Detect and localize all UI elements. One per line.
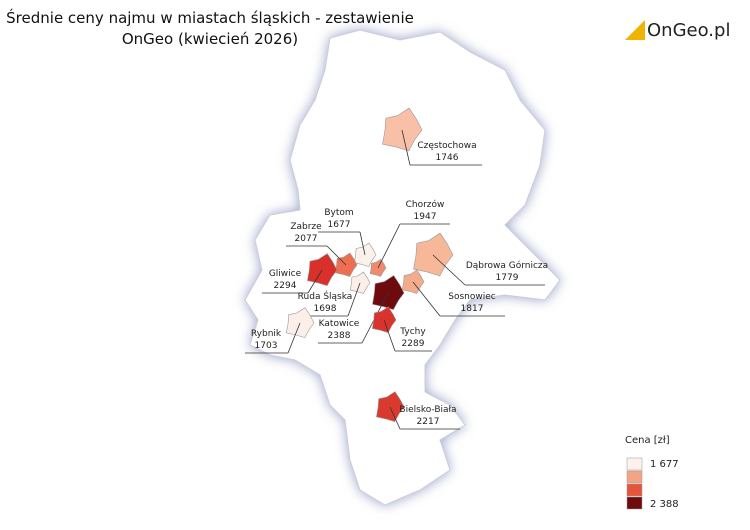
leader-line <box>359 231 366 256</box>
subtitle: OnGeo (kwiecień 2026) <box>122 30 298 48</box>
region-outline <box>244 29 561 506</box>
leader-line <box>432 254 466 286</box>
legend-min: 1 677 <box>650 459 679 470</box>
city-value: 1677 <box>328 220 351 230</box>
city-value: 2294 <box>274 281 297 291</box>
city-name: Bielsko-Biała <box>399 405 456 415</box>
leader-line <box>287 322 301 354</box>
leader-line <box>389 406 401 430</box>
legend-swatch <box>626 470 643 484</box>
leader-line <box>347 282 361 317</box>
city-name: Dąbrowa Górnicza <box>466 260 548 271</box>
city-area <box>382 107 423 152</box>
leader-line <box>377 223 401 269</box>
city-value: 1817 <box>461 304 484 314</box>
city-value: 2388 <box>328 331 351 341</box>
city-area <box>401 269 425 294</box>
city-area <box>376 391 405 422</box>
city-name: Sosnowiec <box>448 292 496 302</box>
legend-swatch <box>626 496 643 510</box>
title: Średnie ceny najmu w miastach śląskich -… <box>6 8 414 27</box>
city-name: Rybnik <box>251 329 282 339</box>
city-name: Katowice <box>319 319 360 329</box>
logo-icon <box>625 20 645 40</box>
city-value: 2217 <box>417 417 440 427</box>
legend-swatch <box>626 483 643 497</box>
legend-title: Cena [zł] <box>625 435 670 446</box>
city-name: Bytom <box>324 208 353 218</box>
city-area <box>413 232 454 277</box>
city-name: Częstochowa <box>417 141 476 151</box>
city-value: 2077 <box>295 234 318 244</box>
city-area <box>349 271 371 294</box>
leader-line <box>401 129 411 166</box>
city-value: 1703 <box>255 341 278 351</box>
leader-line <box>307 269 323 294</box>
legend-swatch <box>626 457 643 471</box>
city-name: Zabrze <box>290 222 322 232</box>
leader-line <box>326 245 347 266</box>
legend-max: 2 388 <box>650 499 679 510</box>
city-name: Chorzów <box>406 199 445 210</box>
city-value: 2289 <box>402 339 425 349</box>
city-value: 1779 <box>496 273 519 283</box>
logo: OnGeo.pl <box>647 20 730 41</box>
city-value: 1698 <box>314 304 337 314</box>
city-value: 1947 <box>414 212 437 222</box>
city-value: 1746 <box>436 153 459 163</box>
leader-line <box>383 319 396 352</box>
city-name: Ruda Śląska <box>298 290 353 302</box>
leader-line <box>412 281 441 317</box>
city-name: Tychy <box>399 327 426 337</box>
city-name: Gliwice <box>269 269 302 279</box>
city-area <box>372 306 397 333</box>
city-area <box>372 275 405 311</box>
city-area <box>286 307 315 338</box>
city-area <box>307 253 338 287</box>
